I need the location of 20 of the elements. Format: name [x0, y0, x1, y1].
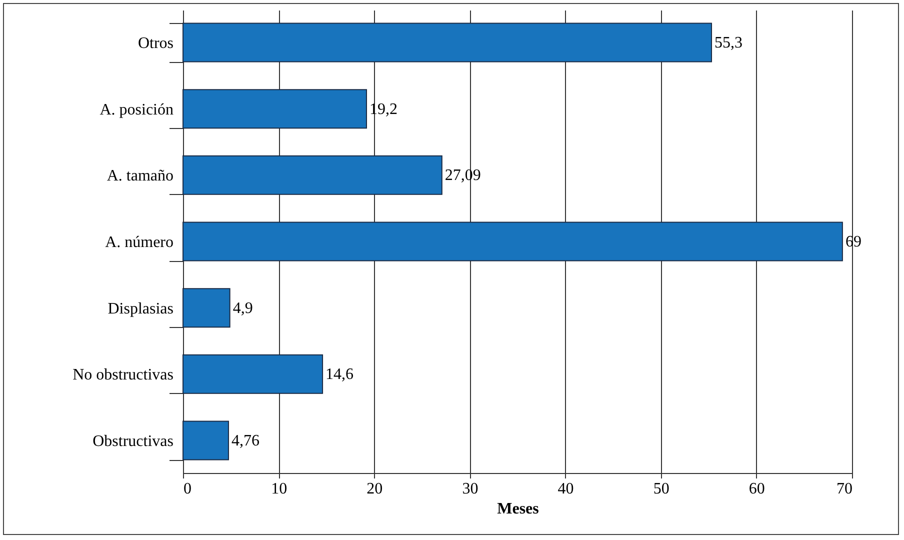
x-tick-label: 50 [653, 480, 670, 498]
y-tick-label: A. posición [100, 101, 174, 118]
data-label: 55,3 [714, 34, 743, 52]
x-tick-label: 20 [366, 480, 383, 498]
y-tick-label: Obstructivas [92, 432, 174, 450]
x-tick-label: 70 [836, 480, 852, 498]
x-tick-label: 30 [462, 480, 478, 498]
x-tick-label: 0 [184, 480, 192, 498]
y-tick-label: A. tamaño [106, 168, 174, 185]
data-label: 4,9 [232, 300, 253, 317]
x-tick-label: 10 [271, 480, 288, 498]
x-tick-label: 60 [748, 480, 765, 498]
y-tick-label: Otros [138, 35, 174, 52]
data-label: 4,76 [231, 432, 260, 450]
x-tick-label: 40 [558, 480, 574, 498]
y-tick-label: Displasias [108, 300, 174, 318]
y-tick-label: No obstructivas [72, 366, 174, 384]
x-axis-title: Meses [497, 500, 539, 518]
data-label: 14,6 [326, 366, 354, 384]
y-tick-label: A. número [105, 234, 174, 251]
